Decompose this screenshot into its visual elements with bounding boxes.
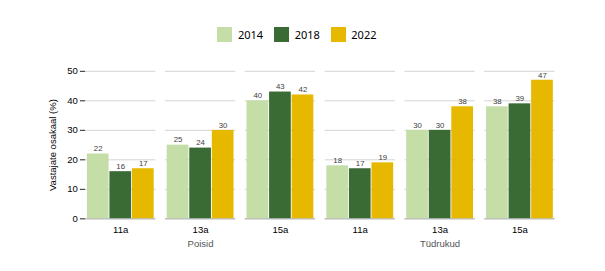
svg-text:15a: 15a (272, 224, 289, 235)
svg-text:17: 17 (356, 159, 365, 168)
svg-text:30: 30 (413, 120, 422, 129)
svg-text:13a: 13a (432, 224, 449, 235)
svg-text:13a: 13a (193, 224, 210, 235)
svg-text:Vastajate osakaal (%): Vastajate osakaal (%) (47, 99, 58, 191)
svg-text:16: 16 (116, 162, 125, 171)
svg-text:Poisid: Poisid (188, 237, 214, 248)
html-text:2022: 2022 (351, 27, 377, 42)
svg-text:40: 40 (253, 91, 262, 100)
svg-text:43: 43 (276, 82, 285, 91)
svg-text:22: 22 (94, 144, 103, 153)
svg-text:20: 20 (67, 153, 78, 164)
svg-text:30: 30 (67, 124, 78, 135)
svg-text:11a: 11a (113, 224, 129, 235)
svg-text:38: 38 (458, 97, 467, 106)
svg-text:25: 25 (174, 135, 183, 144)
svg-text:10: 10 (67, 183, 78, 194)
svg-text:30: 30 (219, 120, 228, 129)
svg-text:11a: 11a (353, 224, 369, 235)
svg-text:39: 39 (516, 94, 525, 103)
svg-text:24: 24 (196, 138, 205, 147)
svg-text:42: 42 (299, 85, 308, 94)
svg-text:Tüdrukud: Tüdrukud (420, 237, 460, 248)
svg-text:38: 38 (493, 97, 502, 106)
html-text:2014: 2014 (238, 27, 264, 42)
html-text:2018: 2018 (294, 27, 320, 42)
svg-text:17: 17 (139, 159, 148, 168)
svg-text:19: 19 (378, 153, 387, 162)
svg-text:50: 50 (67, 65, 78, 76)
svg-text:0: 0 (72, 212, 77, 223)
svg-text:18: 18 (333, 156, 342, 165)
svg-text:40: 40 (67, 94, 78, 105)
svg-text:30: 30 (436, 120, 445, 129)
svg-text:47: 47 (538, 70, 547, 79)
svg-text:15a: 15a (512, 224, 529, 235)
